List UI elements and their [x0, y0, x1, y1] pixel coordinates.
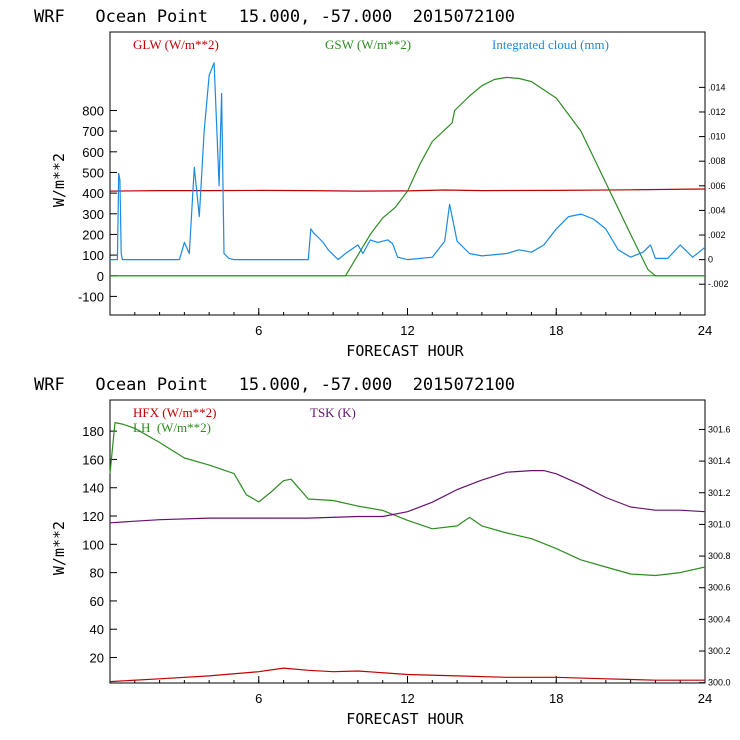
top-y-tick-label: 300	[82, 207, 104, 222]
bottom-series-lh-line	[109, 422, 706, 577]
bottom-y-tick-label: 140	[82, 481, 104, 496]
bottom-y2-tick-label: 300.0	[708, 678, 731, 688]
top-x-tick-label: 24	[698, 323, 712, 338]
top-legend-glw: GLW (W/m**2)	[133, 37, 219, 52]
bottom-y2-tick-label: 301.0	[708, 519, 731, 529]
top-y-tick-label: 100	[82, 248, 104, 263]
top-y-tick-label: 200	[82, 227, 104, 242]
top-x-tick-label: 6	[255, 323, 262, 338]
top-chart-title: WRF Ocean Point 15.000, -57.000 20150721…	[34, 7, 515, 27]
bottom-y-tick-label: 60	[90, 594, 104, 609]
top-y-tick-label: 800	[82, 103, 104, 118]
bottom-y2-tick-label: 301.4	[708, 456, 731, 466]
top-x-tick-label: 18	[549, 323, 563, 338]
bottom-y2-tick-label: 300.6	[708, 583, 731, 593]
bottom-legend-hfx: HFX (W/m**2)	[133, 405, 216, 420]
top-y2-tick-label: 0	[708, 255, 713, 265]
bottom-plot-frame	[109, 399, 706, 684]
top-legend-gsw: GSW (W/m**2)	[325, 37, 411, 52]
top-y-tick-label: 600	[82, 145, 104, 160]
bottom-series-hfx-line	[109, 667, 705, 683]
bottom-y-tick-label: 20	[90, 651, 104, 666]
bottom-y-axis-label: W/m**2	[50, 521, 68, 575]
top-y2-tick-label: .004	[708, 205, 726, 215]
top-y2-tick-label: .012	[708, 107, 726, 117]
bottom-x-tick-label: 6	[255, 691, 262, 706]
bottom-y2-tick-label: 301.6	[708, 424, 731, 434]
bottom-y2-tick-label: 300.4	[708, 614, 731, 624]
bottom-y-tick-label: 160	[82, 452, 104, 467]
top-y2-tick-label: .006	[708, 181, 726, 191]
bottom-y-tick-label: 120	[82, 509, 104, 524]
top-y2-tick-label: .010	[708, 132, 726, 142]
bottom-legend-tsk: TSK (K)	[310, 405, 356, 420]
bottom-y-tick-label: 80	[90, 566, 104, 581]
bottom-series-tsk-line	[109, 470, 706, 524]
bottom-x-tick-label: 24	[698, 691, 712, 706]
top-y-tick-label: 0	[97, 269, 104, 284]
bottom-y2-tick-label: 301.2	[708, 488, 731, 498]
top-y-tick-label: -100	[78, 289, 104, 304]
top-x-axis-label: FORECAST HOUR	[346, 342, 464, 360]
bottom-legend-lh: LH (W/m**2)	[133, 420, 211, 435]
bottom-y2-tick-label: 300.8	[708, 551, 731, 561]
bottom-chart-title: WRF Ocean Point 15.000, -57.000 20150721…	[34, 375, 515, 395]
top-plot-frame	[109, 31, 706, 316]
bottom-y2-tick-label: 300.2	[708, 646, 731, 656]
top-series-gsw-line	[110, 76, 705, 277]
bottom-y-tick-label: 180	[82, 424, 104, 439]
top-y2-tick-label: .002	[708, 230, 726, 240]
bottom-x-tick-label: 12	[400, 691, 414, 706]
bottom-x-axis-label: FORECAST HOUR	[346, 710, 464, 728]
top-y2-tick-label: -.002	[708, 279, 729, 289]
top-y2-tick-label: .014	[708, 82, 726, 92]
top-y-tick-label: 400	[82, 186, 104, 201]
top-y2-tick-label: .008	[708, 156, 726, 166]
top-legend-cloud: Integrated cloud (mm)	[492, 37, 609, 52]
top-x-tick-label: 12	[400, 323, 414, 338]
top-y-axis-label: W/m**2	[50, 153, 68, 207]
top-y-tick-label: 700	[82, 124, 104, 139]
bottom-y-tick-label: 40	[90, 622, 104, 637]
bottom-y-tick-label: 100	[82, 537, 104, 552]
bottom-x-tick-label: 18	[549, 691, 563, 706]
top-series-integrated-line	[110, 62, 706, 261]
top-y-tick-label: 500	[82, 165, 104, 180]
